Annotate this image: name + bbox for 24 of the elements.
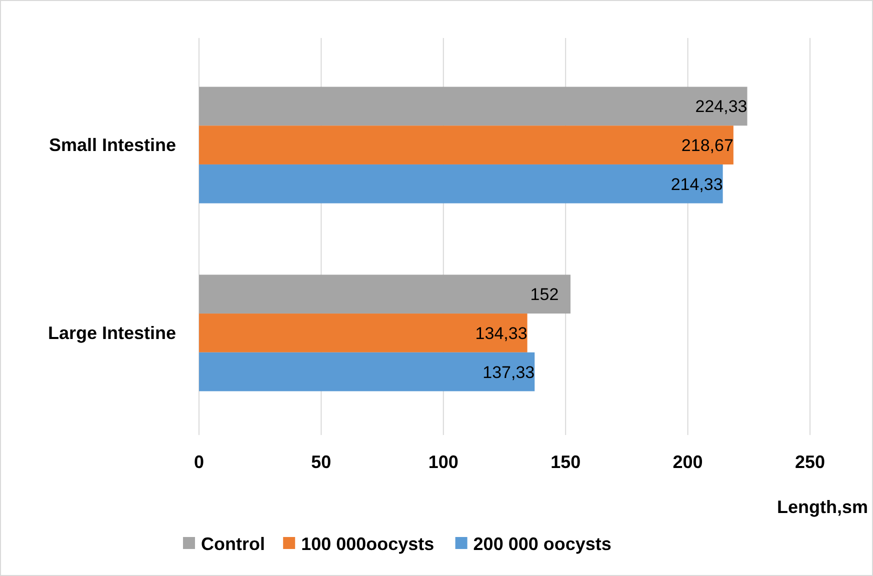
data-label: 218,67 bbox=[681, 136, 734, 156]
bar bbox=[199, 126, 734, 164]
legend-label: Control bbox=[201, 534, 265, 554]
data-label: 152 bbox=[530, 285, 559, 304]
data-label: 224,33 bbox=[695, 97, 748, 116]
bar bbox=[199, 352, 535, 392]
data-label: 137,33 bbox=[482, 362, 535, 382]
x-tick-label: 150 bbox=[550, 452, 581, 472]
x-tick-label: 50 bbox=[311, 452, 332, 472]
x-axis-title: Length,sm bbox=[776, 497, 868, 517]
y-tick-label: Small Intestine bbox=[48, 135, 176, 156]
x-tick-label: 250 bbox=[794, 452, 826, 472]
data-label: 134,33 bbox=[475, 324, 528, 343]
data-label: 214,33 bbox=[670, 174, 723, 194]
x-tick-label: 0 bbox=[194, 452, 204, 472]
bar bbox=[199, 86, 748, 126]
y-tick-label: Large Intestine bbox=[48, 322, 176, 343]
bar bbox=[199, 314, 528, 352]
x-tick-label: 100 bbox=[428, 452, 458, 472]
x-tick-label: 200 bbox=[672, 452, 703, 472]
legend-label: 200 000 oocysts bbox=[473, 534, 612, 554]
legend-label: 100 000oocysts bbox=[301, 534, 434, 554]
bar bbox=[199, 164, 723, 204]
bar bbox=[199, 274, 570, 314]
